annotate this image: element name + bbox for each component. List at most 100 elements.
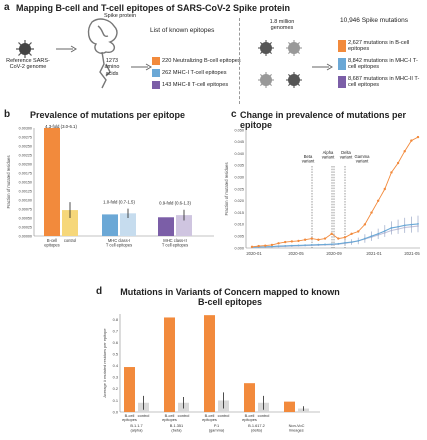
genomes-label: 1.8 million genomes [269, 19, 295, 32]
variant-label: Gamma [355, 154, 371, 159]
category-label: lineages [289, 428, 304, 433]
x-tick-label: control [64, 238, 76, 243]
y-tick-label: 0.035 [234, 164, 244, 168]
y-tick-label: 0.2 [113, 386, 118, 391]
y-tick-label: 0.015 [234, 211, 244, 215]
variant-label: Delta [341, 150, 351, 155]
series-line [251, 223, 419, 248]
x-tick-label: control [178, 413, 190, 418]
mutation-legend-b-cell: 2,627 mutations in B-cell epitopes [338, 40, 424, 53]
y-tick-label: 0.020 [234, 199, 244, 203]
bar [120, 213, 136, 236]
data-point [343, 236, 347, 239]
y-tick-label: 0.00250 [19, 144, 32, 148]
mutation-prevalence-bar-chart: 0.00000 0.00025 0.00050 0.00075 0.00100 0.001… [6, 124, 214, 248]
x-tick-label: epitopes [202, 417, 217, 422]
y-tick-label: 0.045 [234, 140, 244, 144]
y-tick-label: 0.00000 [19, 234, 32, 238]
data-point [403, 224, 406, 227]
data-point [357, 240, 360, 242]
epitope-legend-mhc-i: 262 MHC-I T-cell epitopes [152, 69, 227, 77]
data-point [390, 227, 393, 229]
x-tick-label: T cell epitopes [106, 243, 132, 248]
y-tick-label: 0.00075 [19, 207, 32, 211]
data-point [303, 238, 307, 241]
y-tick-label: 0.00200 [19, 162, 32, 166]
y-tick-label: 0.00150 [19, 180, 32, 184]
category-label: B.1.617.2 [248, 423, 265, 428]
mutation-legend-label: 8,687 mutations in MHC-II T-cell epitope… [348, 76, 420, 89]
y-tick-label: 0.4 [113, 363, 119, 368]
y-tick-label: 0.00025 [19, 225, 32, 229]
mutation-legend-mhc-ii: 8,687 mutations in MHC-II T-cell epitope… [338, 76, 424, 89]
variant-label: variant [322, 155, 335, 160]
data-point [257, 244, 260, 248]
x-tick-label: MHC class-II [163, 238, 186, 243]
category-label: (gamma) [209, 428, 225, 433]
data-point [350, 241, 353, 243]
data-point [270, 243, 274, 247]
panel-d-title: Mutations in Variants of Concern mapped … [120, 287, 340, 307]
epitope-legend-mhc-ii: 143 MHC-II T-cell epitopes [152, 81, 228, 89]
y-axis-label: Fraction of mutated residues [224, 162, 229, 215]
fold-change-label: 0.9-fold (0.6-1.3) [159, 201, 191, 206]
y-tick-label: 0.7 [113, 329, 118, 334]
virus-icon [16, 40, 34, 58]
data-point [383, 187, 386, 191]
epitope-legend-label: 220 Neutralizing B-cell epitopes [162, 57, 241, 64]
y-tick-label: 0.5 [113, 352, 118, 357]
panel-c-title: Change in prevalence of mutations per ep… [240, 110, 407, 130]
y-tick-label: 0.00175 [19, 171, 32, 175]
variant-label: variant [340, 155, 353, 160]
x-tick-label: epitopes [162, 417, 177, 422]
epitope-list-title: List of known epitopes [150, 27, 215, 34]
variant-label: variant [356, 159, 369, 164]
data-point [310, 237, 313, 240]
y-tick-label: 0.8 [113, 317, 118, 322]
blue-swatch [152, 69, 160, 77]
data-point [304, 244, 307, 247]
y-tick-label: 0.1 [113, 398, 118, 403]
arrow-icon [56, 45, 77, 53]
y-axis-label: Fraction of mutated residues [6, 155, 11, 208]
bar [176, 215, 192, 236]
data-point [297, 244, 300, 247]
data-point [277, 245, 280, 248]
x-tick-label: B-cell [245, 413, 255, 418]
purple-swatch [152, 81, 160, 89]
data-point [290, 244, 293, 247]
panel-a-title: Mapping B-cell and T-cell epitopes of SA… [16, 3, 291, 13]
y-axis-label: Average # mutated residues per epitope [102, 328, 107, 397]
y-tick-label: 0.025 [234, 187, 244, 191]
mutation-prevalence-line-chart: 0.000 0.005 0.010 0.015 0.020 0.025 0.030 0.035… [224, 128, 420, 256]
panel-d-letter: d [96, 286, 103, 297]
x-tick-label: B-cell [205, 413, 215, 418]
data-point [396, 161, 400, 165]
data-point [264, 244, 267, 247]
bar [164, 317, 175, 412]
x-tick-label: 2021-01 [366, 251, 382, 256]
category-label: Non-VoC [289, 423, 305, 428]
y-tick-label: 0.6 [113, 340, 118, 345]
data-point [370, 235, 373, 238]
bar [158, 217, 174, 236]
orange-swatch [338, 40, 346, 53]
panel-b-letter: b [4, 109, 11, 120]
data-point [410, 223, 413, 226]
data-point [284, 240, 287, 244]
data-point [397, 225, 399, 228]
x-tick-label: 2020-09 [326, 251, 342, 256]
reference-genome-label: Reference SARS-CoV-2 genome [6, 58, 50, 71]
data-point [344, 241, 346, 244]
x-tick-label: 2020-05 [288, 251, 304, 256]
bar [44, 128, 60, 236]
bar [102, 214, 118, 236]
data-point [324, 243, 326, 246]
data-point [417, 223, 419, 225]
y-tick-label: 0.005 [234, 235, 244, 239]
variant-label: variant [302, 159, 315, 164]
panel-a-letter: a [4, 2, 10, 13]
y-tick-label: 0.000 [234, 246, 244, 250]
x-tick-label: control [138, 413, 150, 418]
data-point [271, 245, 273, 248]
